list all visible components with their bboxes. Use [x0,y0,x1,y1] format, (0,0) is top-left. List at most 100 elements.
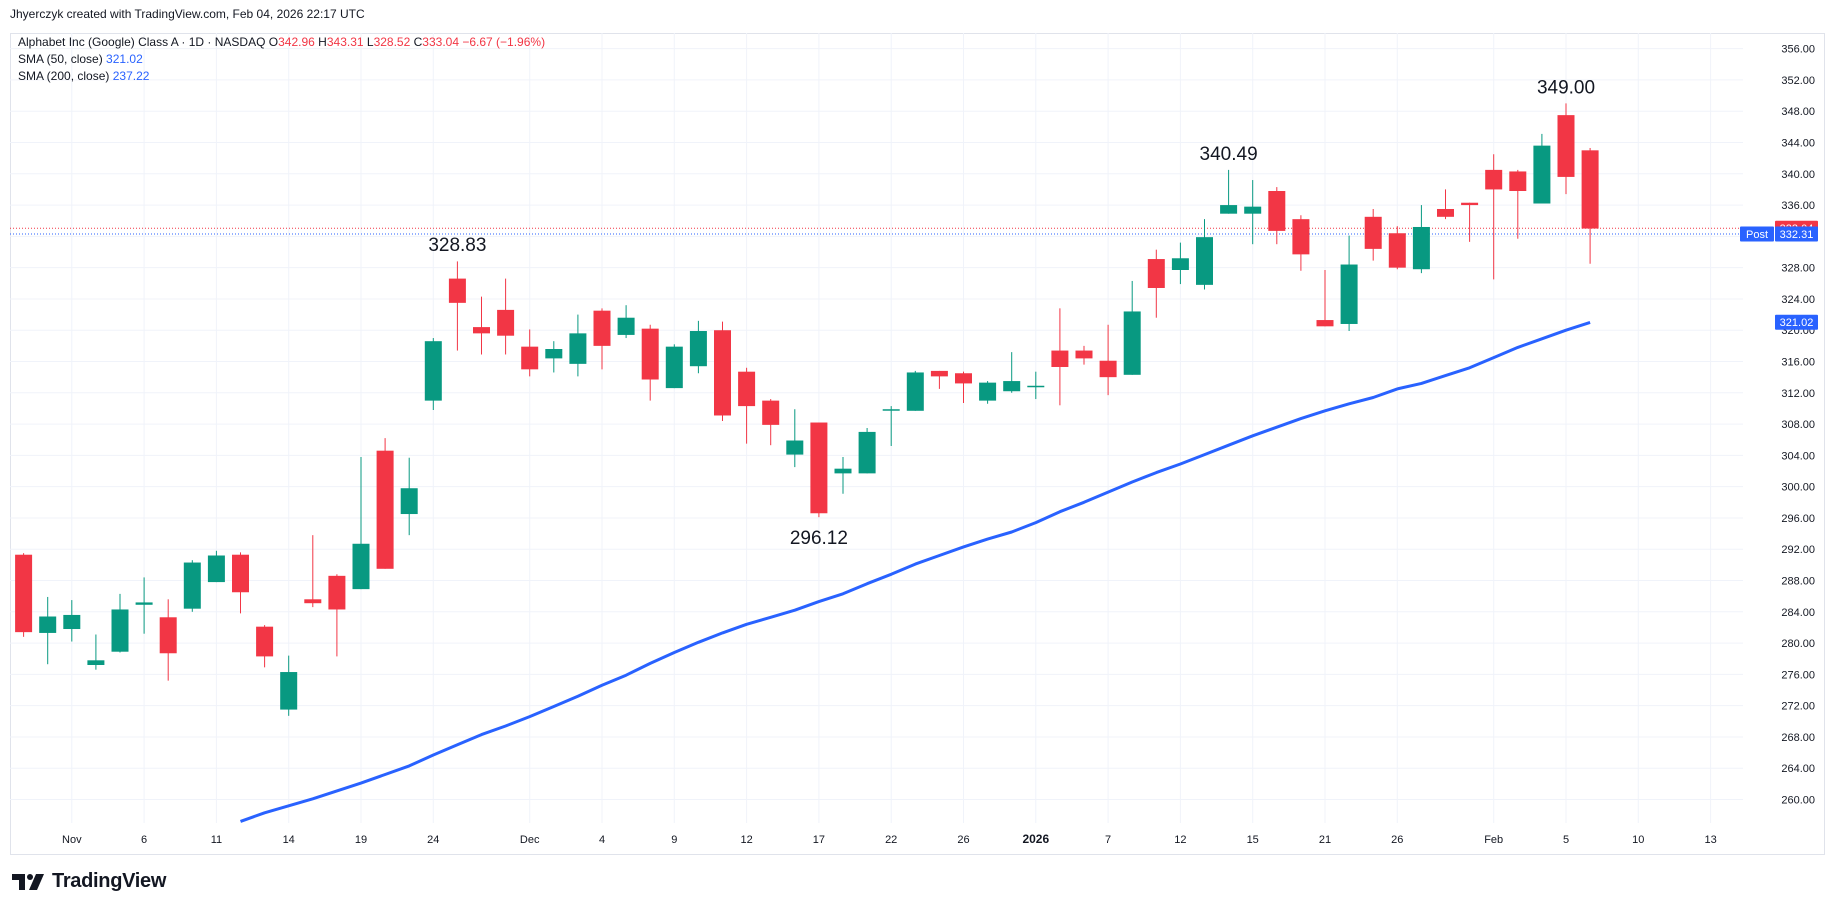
y-tick-label: 344.00 [1781,138,1815,150]
candle [617,305,635,339]
y-tick-label: 356.00 [1781,44,1815,56]
candle [15,553,33,637]
x-tick-label: 21 [1319,834,1331,846]
candle-body [424,341,442,401]
candle-body [1340,264,1358,324]
candle-body [641,328,659,380]
candle-body [1437,208,1454,217]
candle-body [714,330,731,416]
sma50-value: 321.02 [106,52,143,66]
x-tick-label: 12 [740,834,752,846]
symbol-title: Alphabet Inc (Google) Class A · 1D · NAS… [18,35,266,49]
candle-body [906,372,924,411]
candle [1364,208,1382,261]
candle-body [1147,259,1165,288]
change-value: −6.67 (−1.96%) [462,35,546,49]
y-tick-label: 312.00 [1781,388,1815,400]
candle-body [1461,202,1479,206]
candle-body [473,327,490,334]
legend-main: Alphabet Inc (Google) Class A · 1D · NAS… [18,35,546,49]
candle [232,552,249,614]
candle [1171,242,1189,285]
candle [521,329,539,377]
candle-body [1099,360,1117,378]
candle-body [738,371,756,407]
candle [689,320,707,374]
sma50-layer [239,320,1591,823]
candle [810,422,828,518]
candle-body [1051,350,1069,367]
candle-body [448,278,466,303]
y-tick-label: 308.00 [1781,419,1815,431]
candle [1340,235,1358,332]
chart-frame [10,33,1825,855]
candle [352,456,370,590]
post-price-badge-bg [1775,226,1818,242]
candle-body [328,575,346,610]
candle [955,371,972,403]
candle [1268,187,1286,245]
candle-body [858,431,876,474]
low-value: 328.52 [373,35,411,49]
candle [183,560,201,612]
candle-body [617,317,635,335]
candle-body [87,660,105,665]
x-tick-label: 24 [427,834,439,846]
candle [159,599,177,681]
candle [376,438,394,569]
candle [39,596,57,665]
candle-body [593,310,611,346]
candle [473,296,490,355]
candle-body [15,554,33,633]
candle [1027,371,1045,400]
x-tick-label: 6 [141,834,147,846]
y-tick-label: 260.00 [1781,795,1815,807]
y-tick-label: 336.00 [1781,200,1815,212]
candle-body [1509,171,1527,191]
tradingview-logo[interactable]: TradingView [12,870,166,893]
x-tick-label: 22 [885,834,897,846]
price-chart[interactable]: 328.83 296.12 340.49 349.00 260.00 264.00 268… [10,33,1825,855]
candle [1388,226,1406,270]
x-axis[interactable]: Nov 6 11 14 19 24 Dec 4 9 12 17 22 26 2026 7 12 15 21 26 Fe… [62,832,1717,846]
price-annotation: 296.12 [790,528,848,549]
candle [714,321,731,421]
candle [1003,352,1021,393]
candle [1075,345,1093,365]
candle [641,324,659,401]
candle-body [1557,115,1575,177]
candle-body [521,346,539,370]
x-tick-label: 26 [957,834,969,846]
candle [1244,180,1262,245]
y-axis[interactable]: 260.00 264.00 268.00 272.00 276.00 280.00 284.… [1781,44,1815,807]
candle [762,399,780,446]
y-tick-label: 284.00 [1781,607,1815,619]
candle [930,370,948,389]
candle-body [1412,226,1430,270]
candle [1292,215,1310,271]
candle [834,456,852,494]
y-tick-label: 328.00 [1781,263,1815,275]
candle-body [1196,237,1213,285]
candle-body [376,450,394,569]
y-tick-label: 272.00 [1781,701,1815,713]
candle-body [497,309,515,336]
candle [280,655,298,716]
candle [1147,249,1165,318]
candle-body [689,331,707,367]
candle-body [882,409,900,411]
candle-body [304,599,322,604]
candle-body [955,373,972,384]
candle-body [207,555,225,583]
candle [738,367,756,444]
y-tick-label: 292.00 [1781,544,1815,556]
candle-body [1388,233,1406,268]
x-tick-label: 12 [1174,834,1186,846]
x-tick-label: 5 [1563,834,1569,846]
candle [1557,103,1575,195]
candle-body [1292,219,1310,255]
candle [545,341,563,373]
candle-body [39,616,57,633]
x-tick-label: 2026 [1022,832,1049,846]
